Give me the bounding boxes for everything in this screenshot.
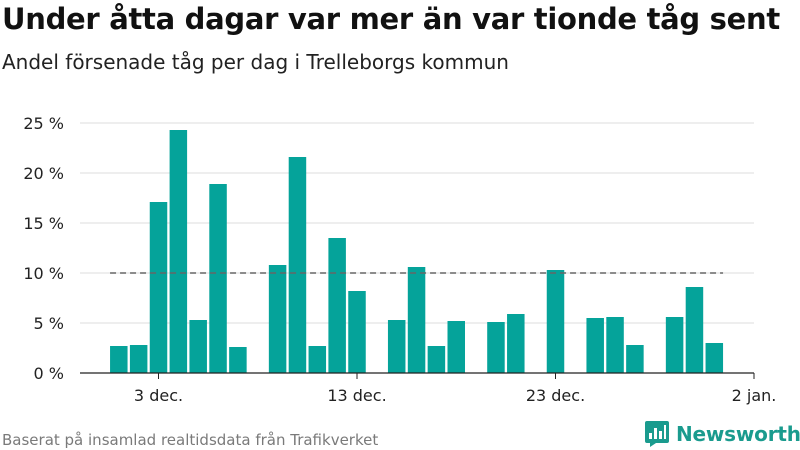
bar xyxy=(507,314,525,373)
newsworthy-logo-text: Newsworthy xyxy=(676,422,800,446)
bar xyxy=(189,320,207,373)
bar xyxy=(129,345,148,373)
y-tick-label: 15 % xyxy=(23,214,64,233)
y-tick-label: 5 % xyxy=(34,314,64,333)
bar xyxy=(665,317,684,373)
chart-title: Under åtta dagar var mer än var tionde t… xyxy=(2,2,780,36)
chart-subtitle: Andel försenade tåg per dag i Trelleborg… xyxy=(2,50,509,74)
bar xyxy=(626,345,644,373)
bar xyxy=(288,157,307,373)
x-tick-label: 2 jan. xyxy=(732,386,777,405)
bar xyxy=(169,130,188,373)
bar xyxy=(407,267,426,373)
bar xyxy=(685,287,704,373)
axes: 0 % 5 % 10 % 15 % 20 % 25 % 3 dec. 13 dec. 23 de… xyxy=(23,114,776,405)
y-tick-label: 0 % xyxy=(34,364,64,383)
x-tick-label: 3 dec. xyxy=(134,386,183,405)
bar xyxy=(268,265,287,373)
bar xyxy=(705,343,724,373)
bar xyxy=(328,238,346,373)
y-tick-label: 10 % xyxy=(23,264,64,283)
bar xyxy=(209,184,227,373)
y-tick-label: 20 % xyxy=(23,164,64,183)
bar xyxy=(308,346,327,373)
bar xyxy=(110,346,128,373)
bar xyxy=(606,317,624,373)
bar xyxy=(427,346,446,373)
bar xyxy=(546,270,565,373)
x-tick-label: 13 dec. xyxy=(327,386,386,405)
bar xyxy=(487,322,505,373)
x-tick-label: 23 dec. xyxy=(526,386,585,405)
bar xyxy=(387,320,406,373)
bar xyxy=(149,202,168,373)
bar xyxy=(447,321,465,373)
bars xyxy=(110,130,724,373)
y-tick-label: 25 % xyxy=(23,114,64,133)
bar xyxy=(229,347,247,373)
newsworthy-logo-icon xyxy=(645,421,669,447)
bar xyxy=(348,291,366,373)
source-note: Baserat på insamlad realtidsdata från Tr… xyxy=(2,431,379,449)
bar xyxy=(586,318,604,373)
newsworthy-logo: Newsworthy xyxy=(644,420,800,448)
